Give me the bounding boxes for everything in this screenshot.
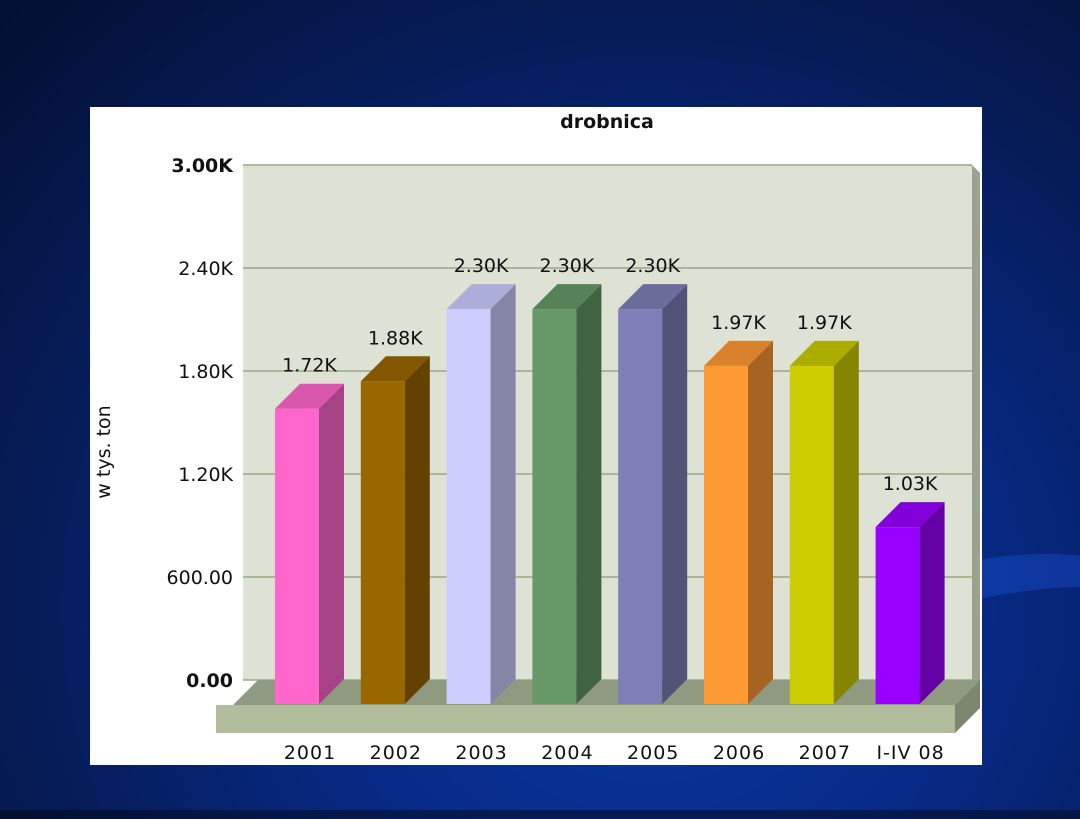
floor-side — [955, 680, 980, 733]
bar-2001 — [275, 383, 344, 704]
bar-top — [360, 356, 430, 382]
y-tick-label: 3.00K — [171, 155, 234, 177]
bar-I-IV 08 — [875, 502, 945, 704]
bar-2006 — [704, 340, 773, 704]
bar-top — [789, 340, 859, 366]
x-tick-label: 2007 — [799, 742, 851, 764]
x-tick-label: I-IV 08 — [876, 742, 944, 764]
bar-front — [875, 527, 920, 704]
bar-side — [748, 340, 773, 704]
data-label: 1.97K — [711, 312, 766, 334]
bar-top — [275, 383, 344, 409]
chart-panel: 0.00 600.00 1.20K 1.80K 2.40K 3.00K 1.72K 2001… — [90, 107, 982, 765]
y-tick-label: 1.20K — [178, 464, 233, 486]
data-label: 1.03K — [883, 473, 938, 495]
x-tick-label: 2004 — [541, 742, 593, 764]
x-tick-label: 2001 — [284, 742, 336, 764]
data-label: 1.72K — [282, 355, 337, 377]
bar-side — [833, 340, 859, 704]
data-label: 2.30K — [454, 255, 509, 277]
bar-side — [576, 284, 602, 704]
data-label: 2.30K — [540, 255, 595, 277]
bar-front — [360, 381, 405, 704]
data-label: 1.97K — [797, 312, 852, 334]
bar-side — [662, 284, 688, 704]
chart-title: drobnica — [560, 111, 654, 133]
bar-top — [875, 502, 945, 528]
bar-side — [490, 284, 516, 704]
bar-2007 — [789, 340, 859, 704]
bar-top — [446, 284, 516, 310]
x-tick-label: 2006 — [713, 742, 765, 764]
bar-front — [618, 309, 663, 704]
bar-side — [319, 383, 344, 704]
plot-side-wall — [972, 165, 980, 688]
bar-front — [532, 309, 577, 704]
x-tick-label: 2005 — [627, 742, 679, 764]
bar-top — [704, 340, 773, 366]
bar-front — [275, 408, 319, 704]
bar-top — [618, 284, 688, 310]
bar-top — [532, 284, 602, 310]
x-tick-label: 2003 — [455, 742, 507, 764]
bar-front — [446, 309, 491, 704]
floor-top — [233, 680, 980, 705]
bar-front — [704, 365, 748, 704]
plot-back-wall — [243, 165, 972, 680]
bar-2002 — [360, 356, 430, 704]
y-tick-label: 2.40K — [178, 258, 233, 280]
x-tick-label: 2002 — [370, 742, 422, 764]
bar-2005 — [618, 284, 688, 704]
y-axis-label: w tys. ton — [93, 405, 115, 498]
y-tick-label: 0.00 — [186, 670, 233, 692]
y-tick-label: 1.80K — [178, 361, 233, 383]
bar-chart: 0.00 600.00 1.20K 1.80K 2.40K 3.00K 1.72K 2001… — [93, 111, 980, 764]
bar-front — [789, 365, 834, 704]
data-label: 1.88K — [368, 327, 423, 349]
bar-2004 — [532, 284, 602, 704]
y-tick-label: 600.00 — [167, 567, 233, 589]
bar-2003 — [446, 284, 516, 704]
bar-side — [919, 502, 945, 704]
data-label: 2.30K — [625, 255, 680, 277]
floor-front — [216, 705, 955, 733]
bar-side — [404, 356, 430, 704]
